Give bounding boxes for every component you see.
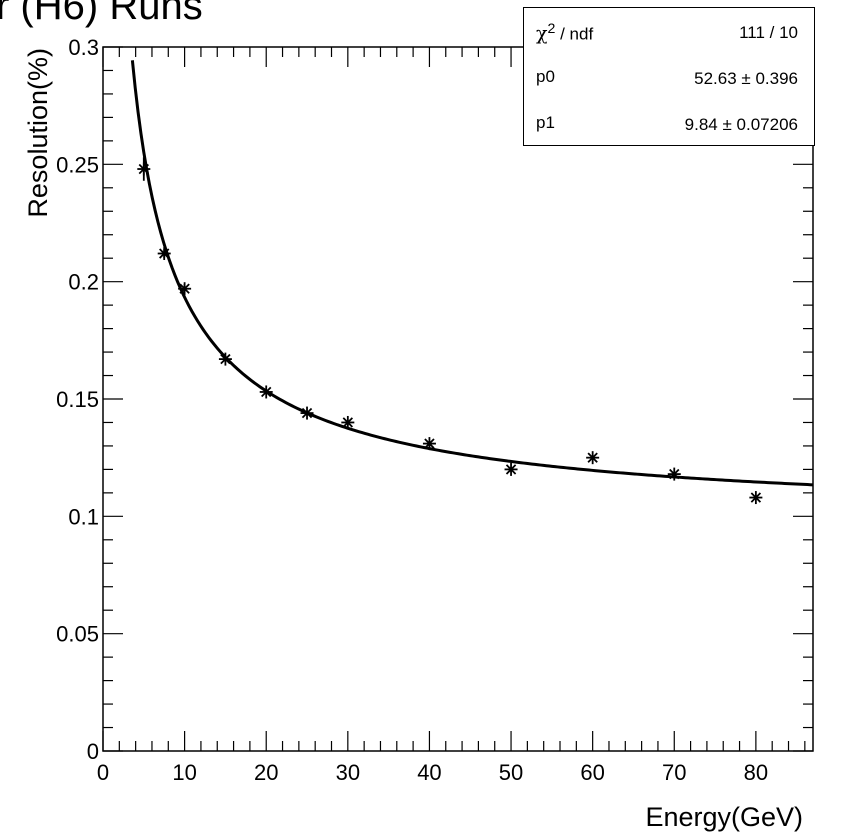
x-tick-label: 40 <box>417 760 441 785</box>
stats-row-chi2: χ2 / ndf 111 / 10 <box>524 8 814 54</box>
fit-stats-box: χ2 / ndf 111 / 10 p0 52.63 ± 0.396 p1 9.… <box>523 7 815 146</box>
axis-ticks <box>102 46 813 752</box>
x-tick-label: 0 <box>97 760 109 785</box>
data-point <box>422 437 436 451</box>
x-axis-label: Energy(GeV) <box>645 802 803 832</box>
page-title: r (H6) Runs <box>0 0 203 28</box>
data-point <box>178 282 192 296</box>
x-tick-label: 60 <box>580 760 604 785</box>
x-tick-label: 70 <box>662 760 686 785</box>
data-points <box>137 157 763 505</box>
data-point <box>218 352 232 366</box>
x-tick-label: 20 <box>254 760 278 785</box>
y-tick-label: 0.3 <box>68 35 99 60</box>
data-point <box>300 406 314 420</box>
fit-curve <box>130 60 814 487</box>
x-tick-label: 10 <box>172 760 196 785</box>
stats-row-p1: p1 9.84 ± 0.07206 <box>524 100 814 146</box>
x-tick-label: 50 <box>499 760 523 785</box>
stats-key-chi2: χ2 / ndf <box>536 21 594 45</box>
y-tick-labels: 0 0.05 0.1 0.15 0.2 0.25 0.3 <box>56 35 99 764</box>
plot-frame <box>102 46 814 752</box>
y-tick-label: 0.2 <box>68 270 99 295</box>
y-tick-label: 0.25 <box>56 152 99 177</box>
data-point <box>667 467 681 481</box>
stats-value-chi2: 111 / 10 <box>739 23 798 42</box>
stats-value-p0: 52.63 ± 0.396 <box>694 69 798 88</box>
data-point <box>749 491 763 505</box>
y-tick-label: 0.1 <box>68 504 99 529</box>
data-point <box>157 247 171 261</box>
y-tick-label: 0.15 <box>56 387 99 412</box>
x-tick-labels: 0 10 20 30 40 50 60 70 80 <box>97 760 768 785</box>
stats-key-p1: p1 <box>536 113 555 132</box>
data-point <box>586 451 600 465</box>
stats-row-p0: p0 52.63 ± 0.396 <box>524 54 814 100</box>
stats-value-p1: 9.84 ± 0.07206 <box>684 115 798 134</box>
x-tick-label: 30 <box>336 760 360 785</box>
y-tick-label: 0.05 <box>56 622 99 647</box>
data-point <box>504 462 518 476</box>
x-tick-label: 80 <box>744 760 768 785</box>
y-tick-label: 0 <box>87 739 99 764</box>
data-point <box>341 415 355 429</box>
data-point <box>137 157 151 181</box>
data-point <box>259 385 273 399</box>
stats-key-p0: p0 <box>536 67 555 86</box>
y-axis-label: Resolution(%) <box>23 48 53 218</box>
